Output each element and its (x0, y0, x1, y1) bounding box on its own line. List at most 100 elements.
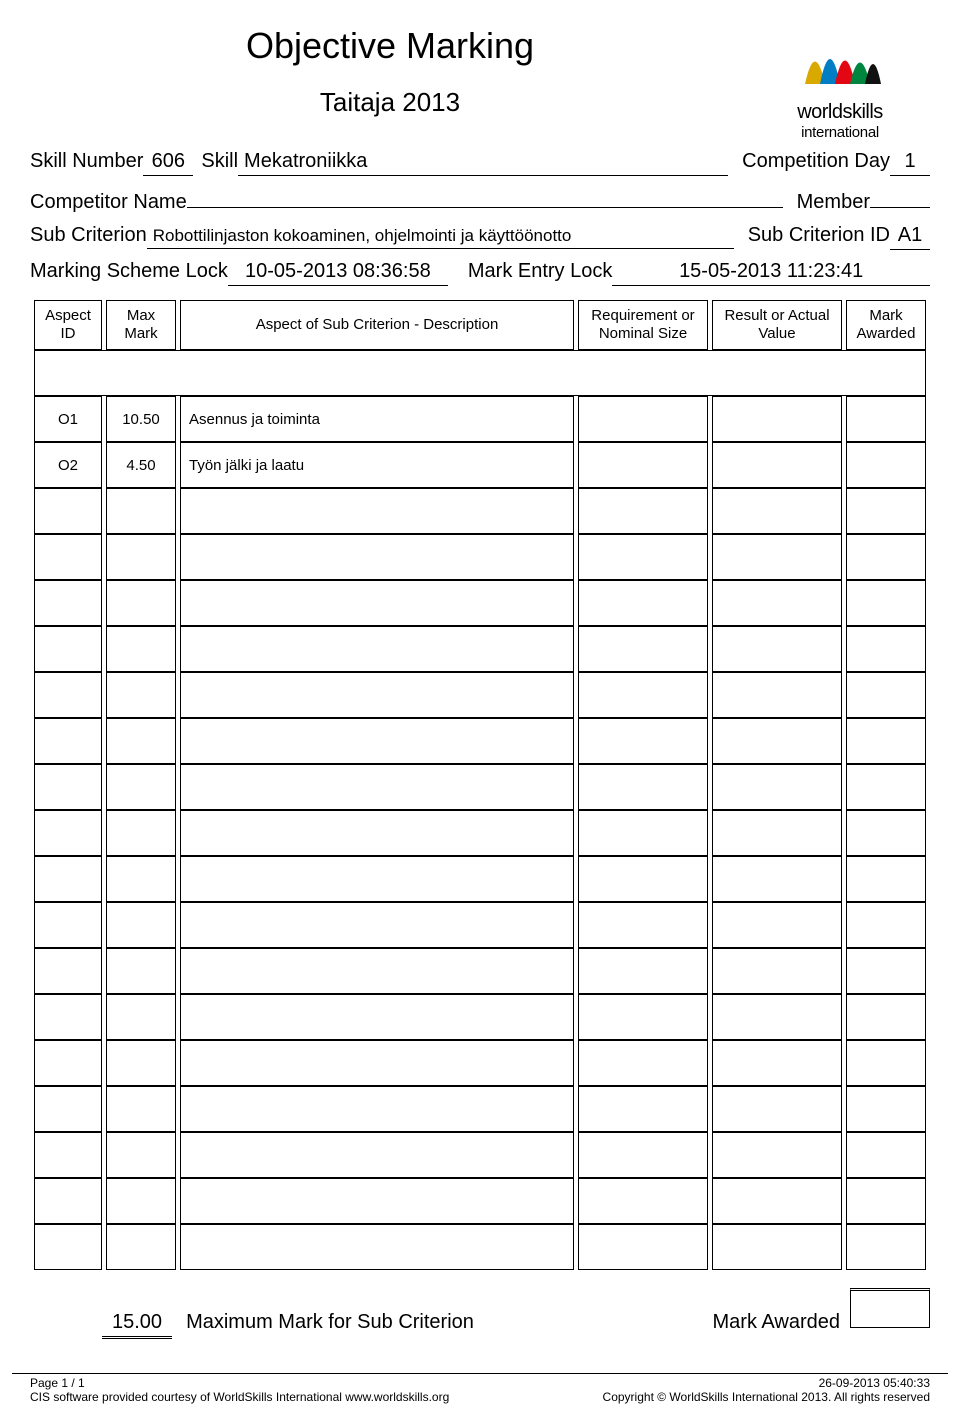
meta-row-competitor: Competitor Name Member (30, 186, 930, 214)
cell-result (712, 672, 842, 718)
marks-table-head: AspectID MaxMark Aspect of Sub Criterion… (34, 300, 926, 396)
summary-row: 15.00 Maximum Mark for Sub Criterion Mar… (30, 1288, 930, 1339)
skill-number-value: 606 (143, 150, 193, 176)
cell-max-mark (106, 1224, 176, 1270)
cell-description (180, 672, 574, 718)
cell-awarded (846, 994, 926, 1040)
cell-max-mark (106, 488, 176, 534)
logo-text-sub: international (801, 124, 879, 141)
cell-max-mark (106, 1132, 176, 1178)
table-row (34, 672, 926, 718)
th-requirement: Requirement orNominal Size (578, 300, 708, 350)
table-row (34, 580, 926, 626)
cell-result (712, 810, 842, 856)
th-max-mark: MaxMark (106, 300, 176, 350)
th-awarded: MarkAwarded (846, 300, 926, 350)
cell-result (712, 534, 842, 580)
cell-max-mark (106, 810, 176, 856)
meta-block: Skill Number 606 Skill Mekatroniikka Com… (30, 150, 930, 286)
cell-max-mark (106, 856, 176, 902)
cell-max-mark (106, 994, 176, 1040)
cell-description (180, 718, 574, 764)
cell-requirement (578, 488, 708, 534)
cell-result (712, 1132, 842, 1178)
th-description: Aspect of Sub Criterion - Description (180, 300, 574, 350)
cell-awarded (846, 672, 926, 718)
cell-awarded (846, 1040, 926, 1086)
cell-aspect-id (34, 810, 102, 856)
marks-table: AspectID MaxMark Aspect of Sub Criterion… (30, 300, 930, 1270)
marking-scheme-lock-label: Marking Scheme Lock (30, 260, 228, 283)
competitor-name-value (187, 186, 783, 208)
cell-awarded (846, 718, 926, 764)
cell-awarded (846, 1132, 926, 1178)
cell-aspect-id (34, 994, 102, 1040)
cell-description (180, 580, 574, 626)
footer-bottom: CIS software provided courtesy of WorldS… (12, 1390, 948, 1404)
cell-requirement (578, 856, 708, 902)
cell-requirement (578, 764, 708, 810)
cell-aspect-id (34, 1178, 102, 1224)
page-subtitle: Taitaja 2013 (30, 87, 750, 118)
footer-left: CIS software provided courtesy of WorldS… (30, 1390, 449, 1404)
mark-awarded-box (850, 1288, 930, 1328)
cell-result (712, 1040, 842, 1086)
cell-requirement (578, 580, 708, 626)
table-row (34, 1178, 926, 1224)
sub-criterion-label: Sub Criterion (30, 224, 147, 247)
cell-description (180, 1132, 574, 1178)
cell-aspect-id (34, 856, 102, 902)
mark-awarded-label: Mark Awarded (713, 1311, 840, 1334)
marks-table-body: O110.50Asennus ja toimintaO24.50Työn jäl… (34, 396, 926, 1270)
cell-awarded (846, 1086, 926, 1132)
table-row (34, 1224, 926, 1270)
table-row: O110.50Asennus ja toiminta (34, 396, 926, 442)
max-mark-value: 15.00 (102, 1311, 172, 1339)
cell-aspect-id (34, 764, 102, 810)
table-row: O24.50Työn jälki ja laatu (34, 442, 926, 488)
table-row (34, 1040, 926, 1086)
table-row (34, 718, 926, 764)
cell-max-mark (106, 902, 176, 948)
page: Objective Marking Taitaja 2013 worldskil… (0, 0, 960, 1410)
cell-requirement (578, 994, 708, 1040)
cell-awarded (846, 948, 926, 994)
meta-row-locks: Marking Scheme Lock 10-05-2013 08:36:58 … (30, 260, 930, 286)
cell-requirement (578, 902, 708, 948)
cell-awarded (846, 626, 926, 672)
cell-description (180, 534, 574, 580)
cell-awarded (846, 442, 926, 488)
meta-row-subcriterion: Sub Criterion Robottilinjaston kokoamine… (30, 224, 930, 250)
worldskills-logo: worldskills international (750, 20, 930, 150)
skill-value: Mekatroniikka (238, 150, 728, 176)
skill-label: Skill (201, 150, 238, 173)
cell-requirement (578, 718, 708, 764)
cell-result (712, 994, 842, 1040)
table-row (34, 534, 926, 580)
table-row (34, 1086, 926, 1132)
cell-description (180, 1178, 574, 1224)
cell-aspect-id (34, 718, 102, 764)
cell-requirement (578, 1132, 708, 1178)
cell-awarded (846, 902, 926, 948)
marking-scheme-lock-value: 10-05-2013 08:36:58 (228, 260, 448, 286)
cell-result (712, 718, 842, 764)
footer-right: Copyright © WorldSkills International 20… (603, 1390, 930, 1404)
competitor-name-label: Competitor Name (30, 191, 187, 214)
title-block: Objective Marking Taitaja 2013 (30, 20, 750, 138)
footer-top: Page 1 / 1 26-09-2013 05:40:33 (12, 1373, 948, 1390)
mark-entry-lock-value: 15-05-2013 11:23:41 (612, 260, 930, 286)
mark-entry-lock-label: Mark Entry Lock (468, 260, 612, 283)
table-row (34, 626, 926, 672)
cell-max-mark: 4.50 (106, 442, 176, 488)
cell-aspect-id (34, 1132, 102, 1178)
cell-description: Työn jälki ja laatu (180, 442, 574, 488)
cell-awarded (846, 1178, 926, 1224)
table-row (34, 856, 926, 902)
cell-aspect-id (34, 580, 102, 626)
table-row (34, 994, 926, 1040)
cell-result (712, 902, 842, 948)
cell-max-mark (106, 764, 176, 810)
cell-description (180, 810, 574, 856)
skill-number-label: Skill Number (30, 150, 143, 173)
